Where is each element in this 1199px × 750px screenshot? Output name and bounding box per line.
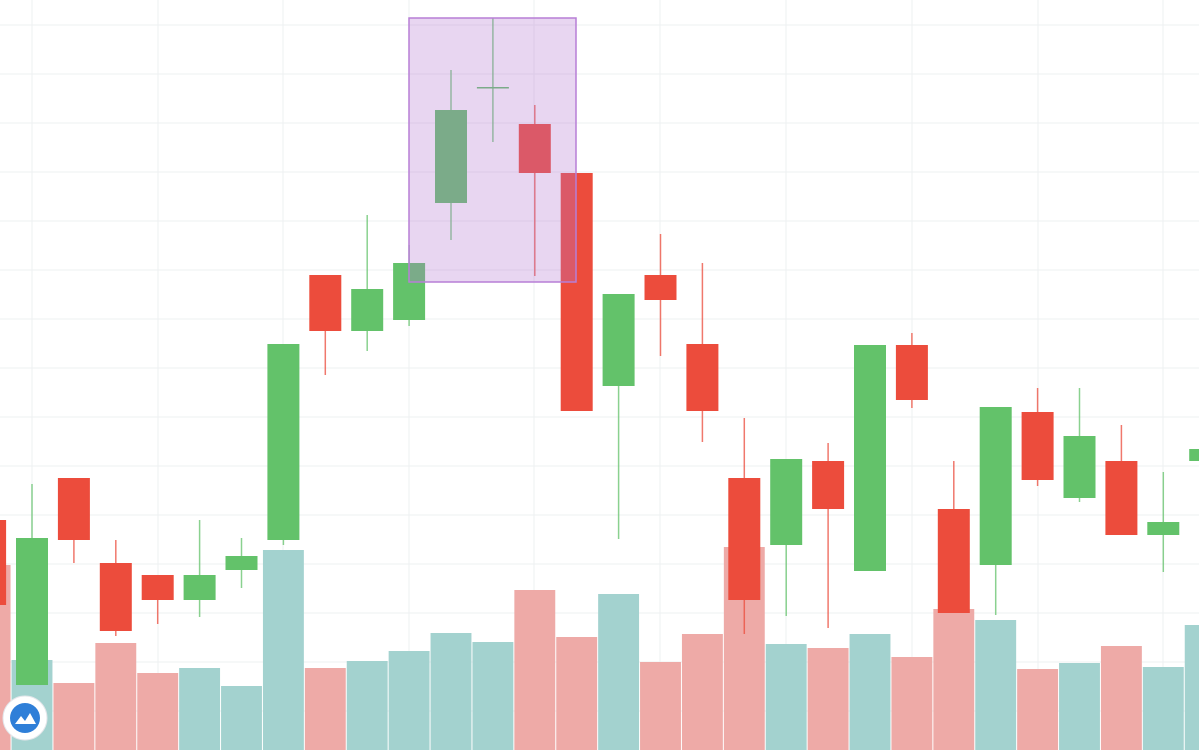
volume-bar xyxy=(262,550,304,750)
candle-body xyxy=(854,345,886,571)
volume-bar xyxy=(1017,669,1059,750)
volume-bar xyxy=(388,651,430,750)
candle-body xyxy=(57,478,90,540)
candle-body xyxy=(1105,461,1138,535)
volume-bar xyxy=(514,590,556,750)
candle-body xyxy=(225,556,258,570)
candle-body xyxy=(16,538,48,685)
volume-bar xyxy=(640,662,681,750)
volume-bar xyxy=(1100,646,1142,750)
candle-body xyxy=(476,87,509,89)
logo-inner xyxy=(10,703,40,733)
volume-bar xyxy=(765,644,807,750)
volume-bar xyxy=(53,683,95,750)
volume-bar xyxy=(1059,663,1100,750)
logo-mountain xyxy=(15,713,36,724)
logo-button[interactable] xyxy=(2,695,48,741)
volume-bar xyxy=(1184,625,1199,750)
volume-bar xyxy=(975,620,1017,750)
volume-layer xyxy=(0,547,1199,750)
candle-body xyxy=(770,459,803,545)
candle-body xyxy=(602,294,635,386)
candle-body xyxy=(141,575,174,600)
volume-bar xyxy=(891,657,933,750)
candle-body xyxy=(1063,436,1096,498)
candle-body xyxy=(309,275,342,331)
candle-layer xyxy=(0,18,1199,685)
volume-bar xyxy=(556,637,598,750)
candle-body xyxy=(1189,449,1199,461)
volume-bar xyxy=(681,634,723,750)
volume-bar xyxy=(1142,667,1184,750)
candle-body xyxy=(518,124,551,173)
candle-body xyxy=(1147,522,1180,535)
volume-bar xyxy=(137,673,179,750)
candle-body xyxy=(0,520,7,605)
selection-box[interactable] xyxy=(408,17,577,283)
volume-bar xyxy=(430,633,472,750)
volume-bar xyxy=(221,686,262,750)
volume-bar xyxy=(849,634,891,750)
candle-body xyxy=(895,345,928,400)
volume-bar xyxy=(472,642,514,750)
candle-body xyxy=(267,344,300,540)
candle-body xyxy=(812,461,845,509)
candle-body xyxy=(979,407,1012,565)
candle-body xyxy=(728,478,761,600)
candle-body xyxy=(644,275,677,300)
volume-bar xyxy=(933,609,975,750)
volume-bar xyxy=(304,668,346,750)
candle-body xyxy=(183,575,216,600)
candle-body xyxy=(99,563,132,631)
candle-body xyxy=(686,344,719,411)
volume-bar xyxy=(598,594,640,750)
volume-bar xyxy=(807,648,849,750)
volume-bar xyxy=(0,565,11,750)
volume-bar xyxy=(179,668,221,750)
candle-body xyxy=(937,509,970,613)
candle-body xyxy=(1021,412,1054,480)
candle-body xyxy=(351,289,384,331)
volume-bar xyxy=(346,661,388,750)
candle-body xyxy=(435,110,467,203)
volume-bar xyxy=(95,643,137,750)
